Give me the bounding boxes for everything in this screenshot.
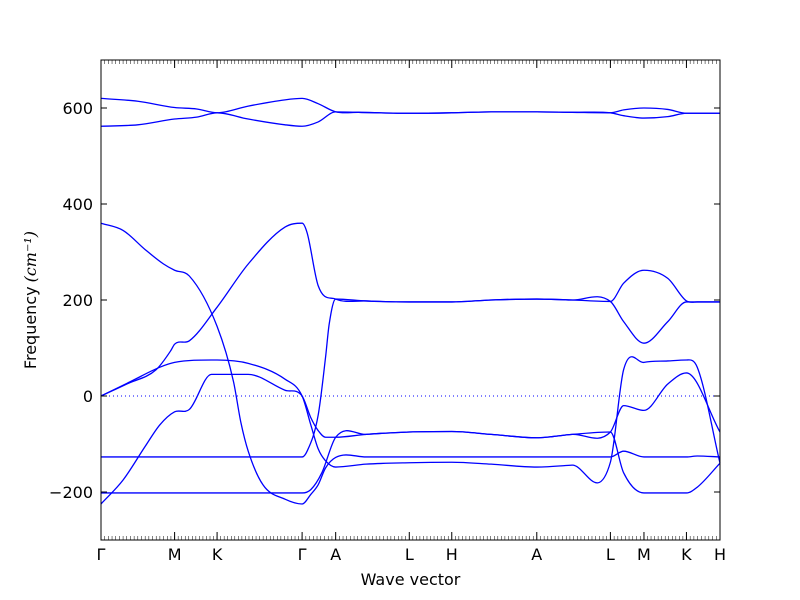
band-line-8 — [100, 430, 721, 494]
x-tick-label: M — [168, 545, 182, 564]
band-line-5 — [100, 222, 720, 397]
x-tick-label: Γ — [298, 545, 307, 564]
x-tick-label: A — [531, 545, 542, 564]
x-tick-label: K — [212, 545, 223, 564]
band-line-7 — [101, 296, 720, 458]
x-tick-label: H — [446, 545, 458, 564]
band-line-4 — [100, 356, 721, 484]
band-line-6 — [100, 222, 721, 505]
y-tick-label: −200 — [49, 483, 93, 502]
x-tick-label: L — [405, 545, 414, 564]
y-tick-label: 200 — [62, 291, 93, 310]
x-tick-label: M — [637, 545, 651, 564]
x-tick-label: L — [606, 545, 615, 564]
x-tick-label: K — [681, 545, 692, 564]
y-axis-title: Frequency (cm⁻¹) — [21, 231, 40, 369]
y-tick-label: 400 — [62, 195, 93, 214]
y-axis-title-text: Frequency — [21, 286, 40, 369]
y-tick-label: 600 — [62, 99, 93, 118]
band-line-3 — [100, 372, 721, 505]
x-tick-label: Γ — [97, 545, 106, 564]
y-axis-unit: (cm⁻¹) — [21, 231, 40, 282]
band-line-2 — [100, 111, 720, 127]
y-tick-label: 0 — [83, 387, 93, 406]
y-ticks: −200 0 200 400 600 — [49, 99, 720, 502]
plot-background — [101, 60, 720, 540]
series-lines — [100, 97, 721, 505]
x-tick-label: H — [714, 545, 726, 564]
x-axis-title: Wave vector — [361, 570, 461, 589]
x-tick-label: A — [330, 545, 341, 564]
plot-frame — [100, 59, 721, 541]
